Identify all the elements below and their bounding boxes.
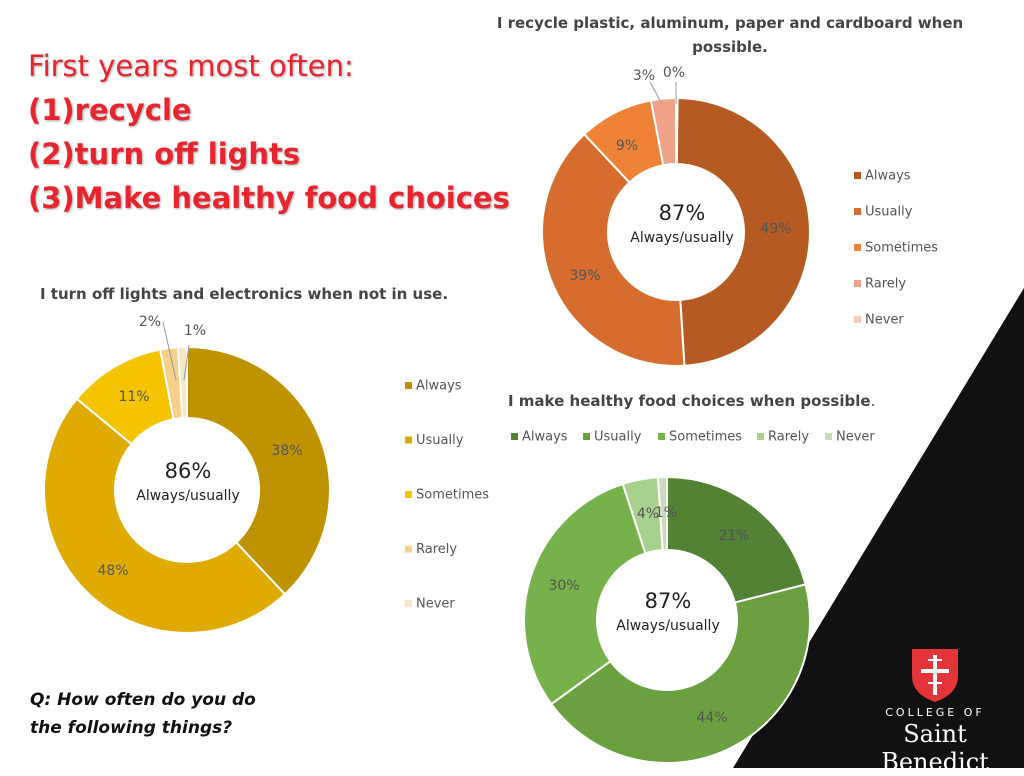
recycle-data-label-always: 49% <box>760 221 791 237</box>
lights-chart-title: I turn off lights and electronics when n… <box>40 282 448 306</box>
food-legend-label-never: Never <box>836 430 875 445</box>
lights-chart-title-line-1: I turn off lights and electronics when n… <box>40 285 449 303</box>
recycle-chart-title-line-2: possible. <box>692 38 768 56</box>
lights-legend: Always Usually Sometimes Rarely Never <box>405 379 489 612</box>
recycle-slice-always <box>675 96 812 367</box>
lights-legend-swatch-usually <box>405 436 412 444</box>
recycle-chart-title-line-1: I recycle plastic, aluminum, paper and c… <box>496 14 964 32</box>
lights-donut-chart: 38% 48% 11% 2% 1% 86% Always/usually Always Usua… <box>43 314 489 634</box>
question-text: Q: How often do you do the following thi… <box>30 686 256 742</box>
lights-legend-label-sometimes: Sometimes <box>416 488 489 503</box>
headline-line-2: (1)recycle <box>28 93 192 127</box>
lights-legend-swatch-always <box>405 382 412 389</box>
recycle-legend-swatch-never <box>854 316 861 323</box>
recycle-data-label-sometimes: 9% <box>616 138 638 154</box>
food-chart-title-text: I make healthy food choices when possibl… <box>508 392 871 410</box>
lights-legend-swatch-never <box>405 600 412 607</box>
food-slice-sometimes <box>523 482 647 706</box>
food-legend-label-rarely: Rarely <box>768 430 809 445</box>
question-line-2: the following things? <box>30 718 233 738</box>
lights-slice-usually <box>43 397 287 634</box>
logo-college-of: COLLEGE OF <box>885 706 985 719</box>
recycle-slice-usually <box>541 132 686 367</box>
recycle-slice-never <box>675 96 679 166</box>
recycle-center-label: Always/usually <box>630 230 733 246</box>
lights-center-label: Always/usually <box>136 488 239 504</box>
headline-line-1: First years most often: <box>28 49 354 83</box>
lights-data-label-always: 38% <box>271 443 302 459</box>
food-center-label: Always/usually <box>616 618 719 634</box>
food-legend-swatch-usually <box>583 433 590 440</box>
college-logo: COLLEGE OF Saint Benedict <box>850 646 1020 776</box>
shield-icon <box>912 649 958 702</box>
food-legend-swatch-rarely <box>757 433 764 440</box>
recycle-data-label-usually: 39% <box>569 268 600 284</box>
recycle-chart-title: I recycle plastic, aluminum, paper and c… <box>490 11 970 59</box>
recycle-leader-line-rarely <box>649 81 663 105</box>
recycle-legend: Always Usually Sometimes Rarely Never <box>854 169 938 328</box>
recycle-legend-swatch-rarely <box>854 280 861 287</box>
recycle-legend-label-always: Always <box>865 169 911 184</box>
lights-legend-label-always: Always <box>416 379 462 394</box>
lights-center-value: 86% <box>165 459 212 483</box>
lights-data-label-never: 1% <box>184 323 206 339</box>
lights-legend-label-usually: Usually <box>416 433 464 448</box>
lights-legend-label-never: Never <box>416 597 455 612</box>
headline-line-4: (3)Make healthy food choices <box>28 181 510 215</box>
lights-legend-label-rarely: Rarely <box>416 542 457 557</box>
food-legend-label-sometimes: Sometimes <box>669 430 742 445</box>
recycle-legend-swatch-sometimes <box>854 244 861 251</box>
lights-legend-swatch-sometimes <box>405 491 412 498</box>
lights-data-label-sometimes: 11% <box>118 389 149 405</box>
food-data-label-usually: 44% <box>696 710 727 726</box>
recycle-legend-label-sometimes: Sometimes <box>865 241 938 256</box>
food-center-value: 87% <box>645 589 692 613</box>
food-legend-label-usually: Usually <box>594 430 642 445</box>
lights-slice-always <box>186 345 331 596</box>
food-chart-title: I make healthy food choices when possibl… <box>508 389 875 413</box>
recycle-legend-label-usually: Usually <box>865 205 913 220</box>
lights-leader-line-never <box>183 344 190 381</box>
lights-data-label-usually: 48% <box>97 563 128 579</box>
headline: First years most often: (1)recycle (2)tu… <box>28 44 510 220</box>
recycle-donut-chart: 49% 39% 9% 3% 0% 87% Always/usually Always Usual… <box>541 65 938 367</box>
recycle-center-value: 87% <box>659 201 706 225</box>
lights-data-label-rarely: 2% <box>139 314 161 330</box>
food-legend: Always Usually Sometimes Rarely Never <box>511 430 875 445</box>
recycle-legend-swatch-usually <box>854 208 861 215</box>
lights-slice-never <box>176 345 188 420</box>
recycle-legend-label-never: Never <box>865 313 904 328</box>
food-legend-swatch-always <box>511 433 518 440</box>
recycle-legend-label-rarely: Rarely <box>865 277 906 292</box>
lights-legend-swatch-rarely <box>405 545 412 553</box>
food-data-label-sometimes: 30% <box>548 578 579 594</box>
food-donut-chart: 21% 44% 30% 4%1% 87% Always/usually Always Usua… <box>511 430 875 764</box>
food-legend-label-always: Always <box>522 430 568 445</box>
recycle-data-label-rarely: 3% <box>633 68 655 84</box>
food-legend-swatch-sometimes <box>658 433 665 440</box>
food-slice-always <box>666 475 807 604</box>
food-data-label-always: 21% <box>718 528 749 544</box>
food-legend-swatch-never <box>825 433 832 440</box>
food-slice-never <box>656 475 668 552</box>
food-slice-usually <box>549 583 811 764</box>
question-line-1: Q: How often do you do <box>30 690 256 710</box>
recycle-legend-swatch-always <box>854 172 861 179</box>
food-data-label-never: 1% <box>655 505 677 521</box>
food-data-label-rarely: 4% <box>637 506 659 522</box>
food-chart-title-period: . <box>870 392 876 410</box>
recycle-data-label-never: 0% <box>663 65 685 81</box>
headline-line-3: (2)turn off lights <box>28 137 301 171</box>
lights-leader-line-rarely <box>162 321 177 381</box>
